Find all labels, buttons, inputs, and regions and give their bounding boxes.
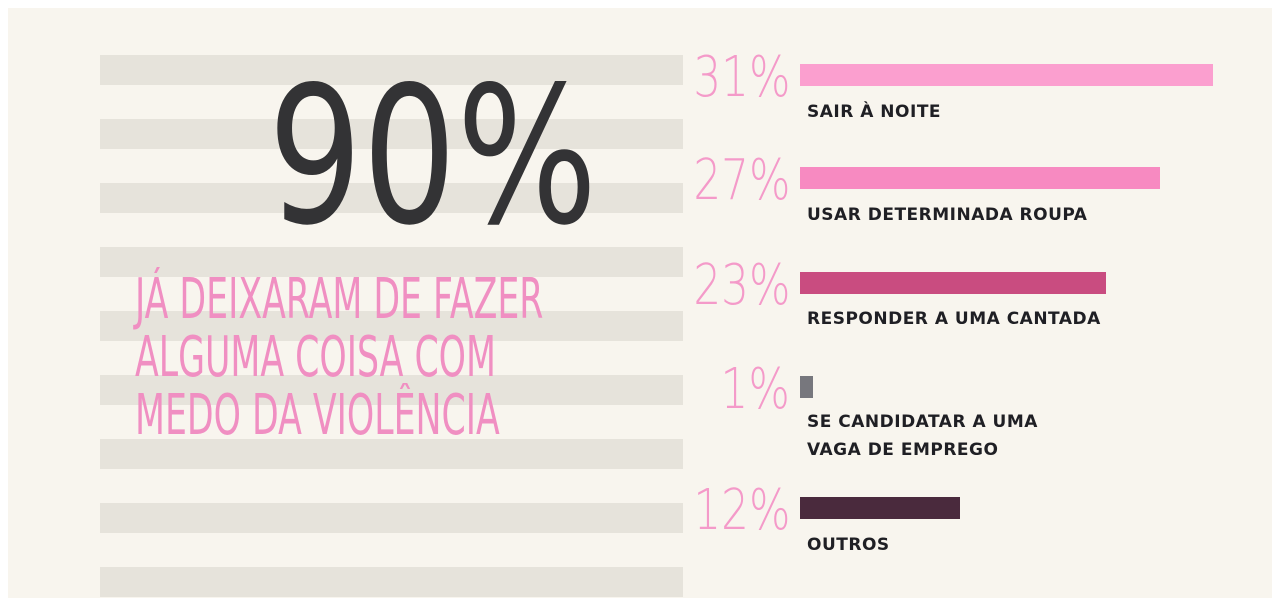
- value-label: 1%: [720, 357, 790, 422]
- value-label: 31%: [692, 45, 790, 110]
- panel: [8, 8, 1272, 598]
- description-line: ALGUMA COISA COM: [135, 325, 496, 390]
- value-label: 23%: [692, 253, 790, 318]
- category-label: OUTROS: [807, 535, 890, 555]
- category-label: SE CANDIDATAR A UMA VAGA DE EMPREGO: [807, 412, 1038, 460]
- category-label: RESPONDER A UMA CANTADA: [807, 309, 1101, 329]
- stripe: [100, 183, 683, 213]
- stripe: [100, 375, 683, 405]
- value-label: 27%: [692, 148, 790, 213]
- bar: [800, 64, 1213, 86]
- bar: [800, 376, 814, 398]
- bar: [800, 497, 960, 519]
- stripe: [100, 311, 683, 341]
- headline: 90%: [268, 46, 598, 267]
- description-line: MEDO DA VIOLÊNCIA: [135, 383, 500, 448]
- stripe: [100, 567, 683, 597]
- category-label: USAR DETERMINADA ROUPA: [807, 205, 1088, 225]
- stripe: [100, 439, 683, 469]
- bar: [800, 272, 1107, 294]
- stripe: [100, 503, 683, 533]
- bar: [800, 167, 1160, 189]
- value-label: 12%: [692, 478, 790, 543]
- stripe: [100, 55, 683, 85]
- description-line: JÁ DEIXARAM DE FAZER: [135, 267, 544, 332]
- stripe: [100, 119, 683, 149]
- category-label: SAIR À NOITE: [807, 102, 942, 122]
- stripe: [100, 247, 683, 277]
